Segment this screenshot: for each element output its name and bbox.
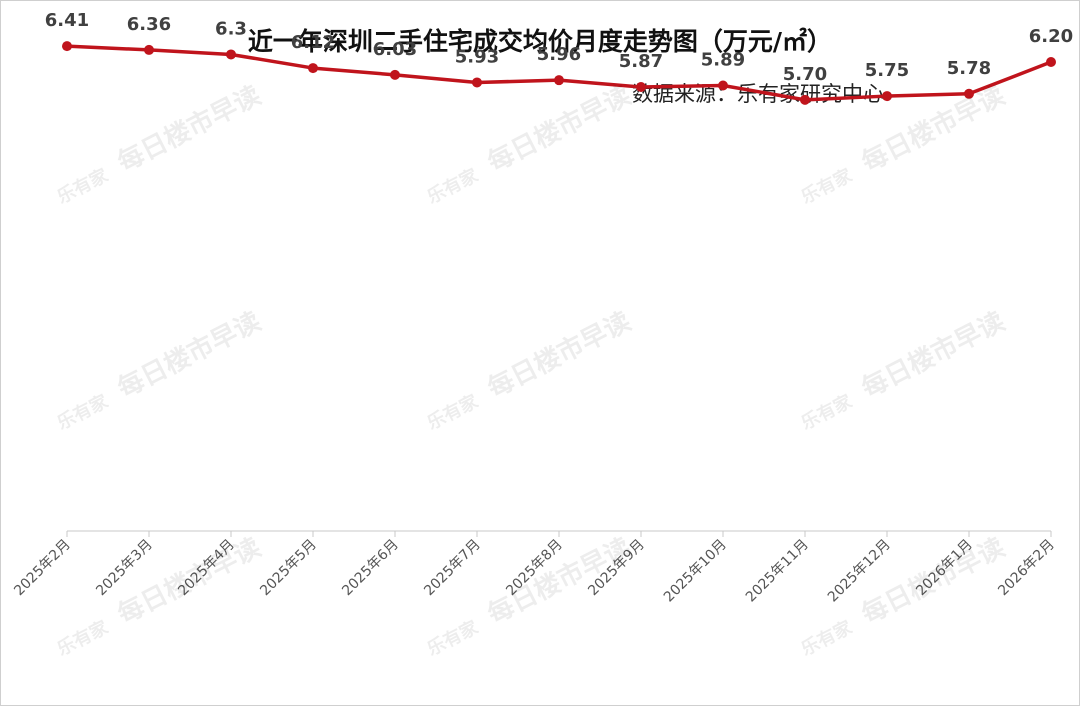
data-point <box>1046 57 1056 68</box>
data-point <box>800 94 810 105</box>
x-tick-label: 2025年2月 <box>11 537 74 600</box>
data-point <box>390 69 400 80</box>
data-label: 6.03 <box>373 39 417 60</box>
x-tick-label: 2025年8月 <box>503 537 566 600</box>
x-tick-label: 2025年6月 <box>339 537 402 600</box>
data-point <box>226 49 236 60</box>
data-point <box>964 88 974 99</box>
data-label: 6.41 <box>45 10 89 31</box>
x-tick-label: 2025年7月 <box>421 537 484 600</box>
x-tick-label: 2025年11月 <box>743 537 812 606</box>
data-label: 6.20 <box>1029 26 1073 47</box>
data-point <box>554 75 564 86</box>
x-tick-label: 2026年2月 <box>995 537 1058 600</box>
data-point <box>308 63 318 74</box>
x-tick-label: 2025年3月 <box>93 537 156 600</box>
data-label: 6.12 <box>291 32 335 53</box>
x-tick-label: 2025年12月 <box>825 537 894 606</box>
x-tick-label: 2025年5月 <box>257 537 320 600</box>
data-point <box>472 77 482 88</box>
data-point <box>62 41 72 52</box>
data-point <box>636 81 646 92</box>
data-label: 5.93 <box>455 46 499 67</box>
x-tick-label: 2025年4月 <box>175 537 238 600</box>
data-point <box>882 91 892 102</box>
data-point <box>718 80 728 91</box>
x-tick-label: 2025年10月 <box>661 537 730 606</box>
x-tick-label: 2026年1月 <box>913 537 976 600</box>
data-label: 5.78 <box>947 58 991 79</box>
x-tick-label: 2025年9月 <box>585 537 648 600</box>
data-label: 5.87 <box>619 51 663 72</box>
data-label: 5.70 <box>783 64 827 85</box>
chart-title: 近一年深圳二手住宅成交均价月度走势图（万元/㎡） <box>247 27 833 56</box>
data-label: 5.75 <box>865 60 909 81</box>
data-label: 6.36 <box>127 14 171 35</box>
data-label: 6.3 <box>215 18 247 39</box>
data-label: 5.89 <box>701 49 745 70</box>
data-point <box>144 44 154 55</box>
data-label: 5.96 <box>537 44 581 65</box>
